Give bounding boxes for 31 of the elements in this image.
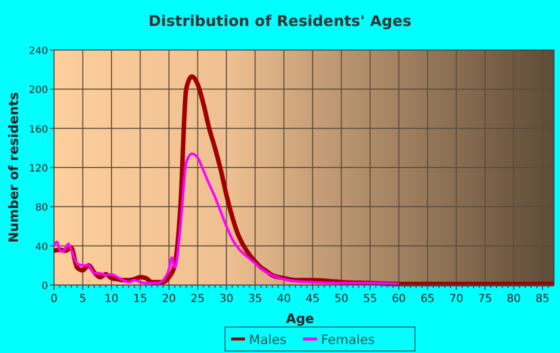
x-tick-label: 80: [506, 292, 521, 305]
x-tick-label: 15: [133, 292, 148, 305]
x-axis-title: Age: [286, 312, 314, 327]
y-tick-label: 40: [35, 242, 48, 253]
x-tick-label: 75: [478, 292, 492, 305]
x-tick-label: 85: [536, 292, 550, 305]
x-tick-label: 55: [363, 292, 378, 305]
y-tick-label: 0: [42, 281, 48, 292]
y-axis-title: Number of residents: [7, 92, 22, 243]
y-tick-label: 240: [28, 46, 48, 57]
x-tick-label: 10: [104, 292, 118, 305]
y-tick-label: 160: [28, 124, 48, 136]
legend-label: Females: [321, 333, 376, 348]
x-tick-label: 25: [190, 292, 205, 305]
y-tick-label: 80: [35, 202, 48, 214]
x-tick-label: 40: [276, 292, 291, 305]
chart-title: Distribution of Residents' Ages: [148, 12, 412, 30]
legend-label: Males: [249, 333, 287, 348]
x-tick-label: 30: [219, 292, 234, 305]
y-tick-label: 200: [28, 85, 48, 96]
x-tick-label: 5: [79, 292, 86, 305]
line-series: [52, 152, 400, 286]
x-tick-label: 35: [248, 292, 262, 305]
x-tick-label: 0: [50, 292, 58, 305]
x-tick-label: 45: [306, 292, 320, 305]
x-tick-label: 20: [162, 292, 176, 305]
x-tick-label: 70: [449, 292, 464, 305]
x-tick-label: 65: [420, 292, 435, 305]
y-tick-label: 120: [28, 164, 48, 174]
x-tick-label: 60: [392, 292, 406, 305]
x-tick-label: 50: [334, 292, 348, 305]
